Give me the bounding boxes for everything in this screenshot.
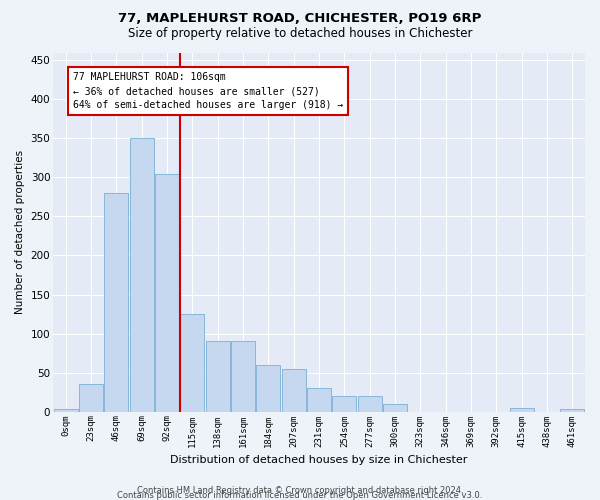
Bar [206, 342, 230, 411]
X-axis label: Distribution of detached houses by size in Chichester: Distribution of detached houses by size … [170, 455, 468, 465]
Bar [509, 408, 534, 412]
Bar [332, 396, 356, 411]
Text: Size of property relative to detached houses in Chichester: Size of property relative to detached ho… [128, 28, 472, 40]
Text: Contains HM Land Registry data © Crown copyright and database right 2024.: Contains HM Land Registry data © Crown c… [137, 486, 463, 495]
Text: Contains public sector information licensed under the Open Government Licence v3: Contains public sector information licen… [118, 491, 482, 500]
Bar [560, 410, 584, 412]
Bar [104, 193, 128, 412]
Bar [130, 138, 154, 411]
Bar [231, 342, 255, 411]
Bar [155, 174, 179, 412]
Bar [307, 388, 331, 411]
Bar [181, 314, 205, 412]
Text: 77 MAPLEHURST ROAD: 106sqm
← 36% of detached houses are smaller (527)
64% of sem: 77 MAPLEHURST ROAD: 106sqm ← 36% of deta… [73, 72, 344, 110]
Bar [383, 404, 407, 411]
Bar [281, 368, 306, 412]
Bar [54, 410, 78, 412]
Bar [79, 384, 103, 411]
Bar [358, 396, 382, 411]
Bar [256, 365, 280, 412]
Text: 77, MAPLEHURST ROAD, CHICHESTER, PO19 6RP: 77, MAPLEHURST ROAD, CHICHESTER, PO19 6R… [118, 12, 482, 26]
Y-axis label: Number of detached properties: Number of detached properties [15, 150, 25, 314]
